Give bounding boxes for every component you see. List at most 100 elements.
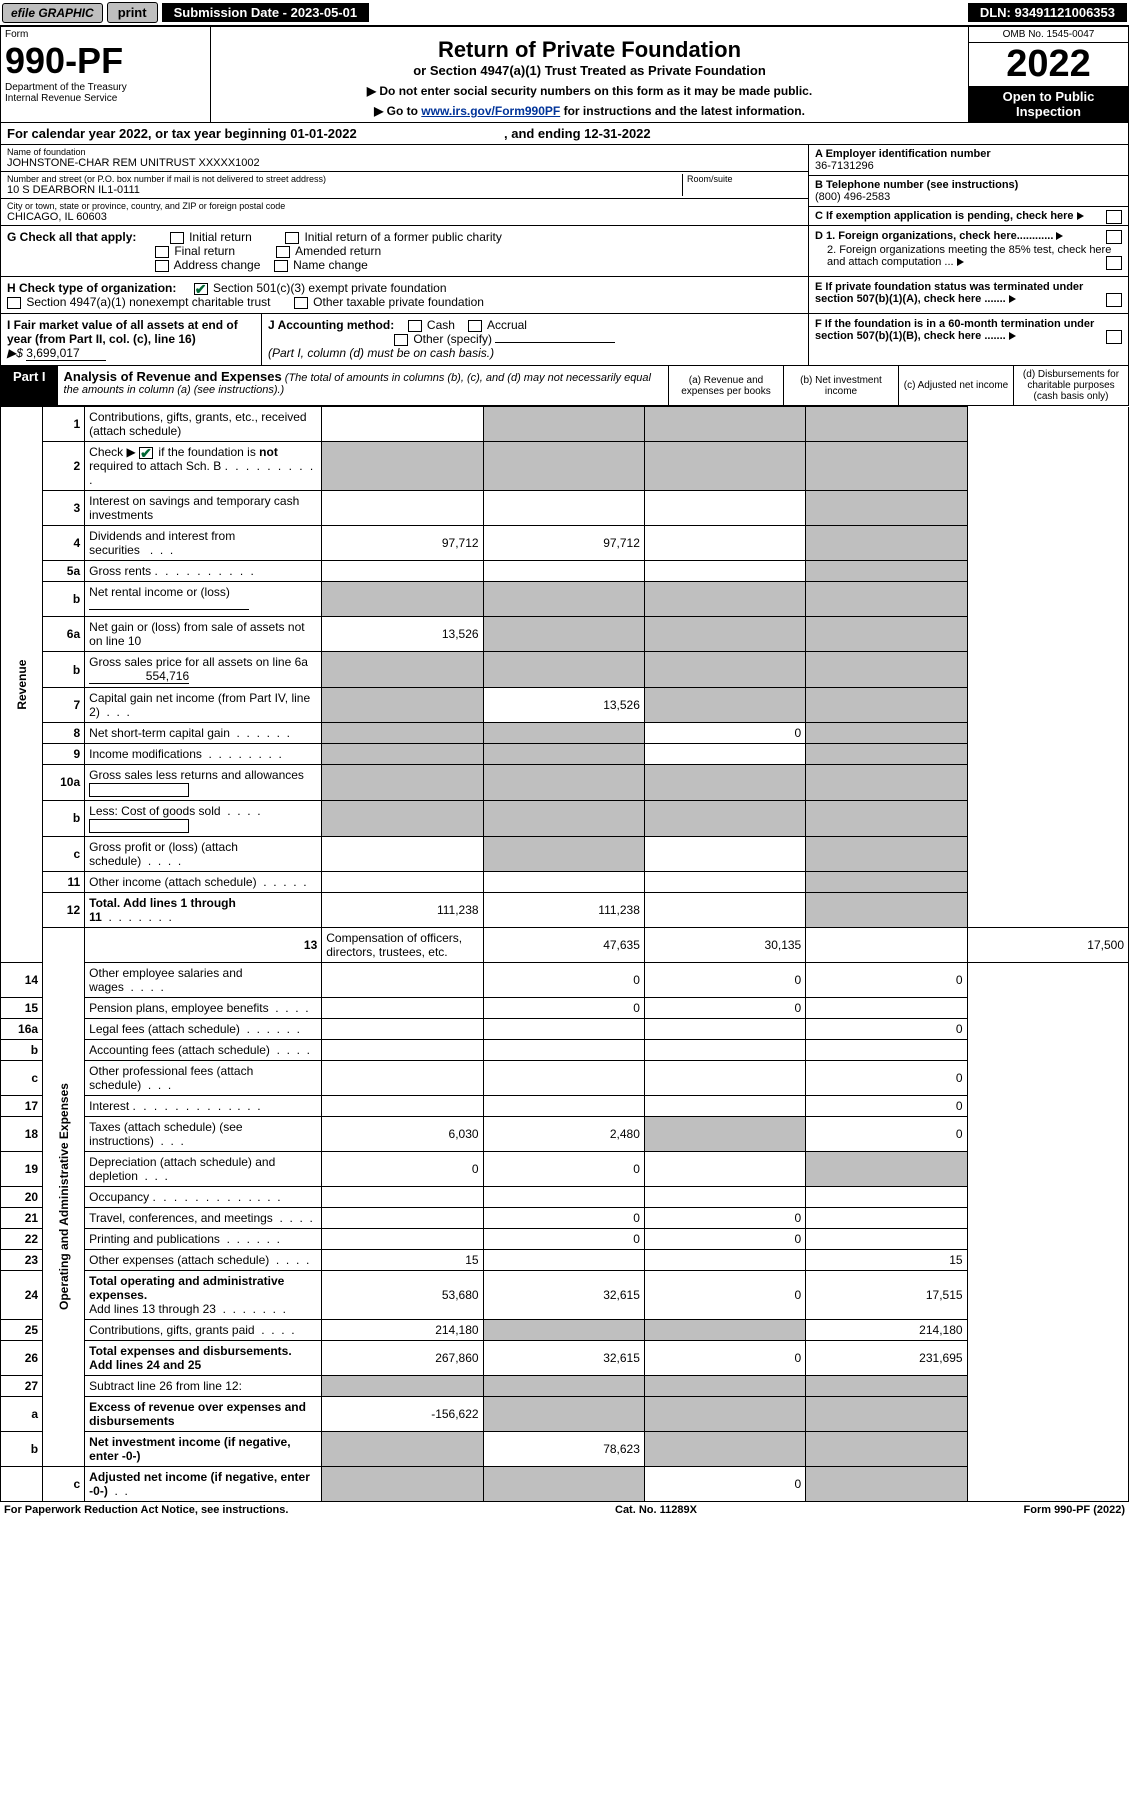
h-501c3-checkbox[interactable] [194, 283, 208, 295]
table-row: bNet rental income or (loss) [1, 582, 1129, 617]
table-row: 11Other income (attach schedule) . . . .… [1, 871, 1129, 892]
line-25-a: 214,180 [322, 1319, 483, 1340]
table-row: cGross profit or (loss) (attach schedule… [1, 836, 1129, 871]
line-27b-desc: Net investment income (if negative, ente… [85, 1431, 322, 1466]
paperwork-notice: For Paperwork Reduction Act Notice, see … [4, 1504, 288, 1516]
line-27b-b: 78,623 [483, 1431, 644, 1466]
table-row: Operating and Administrative Expenses 13… [1, 927, 1129, 962]
f-checkbox[interactable] [1106, 330, 1122, 344]
expenses-side-label: Operating and Administrative Expenses [43, 927, 85, 1466]
foundation-name: JOHNSTONE-CHAR REM UNITRUST XXXXX1002 [7, 157, 802, 169]
line-2-desc: Check ▶ if the foundation is not require… [85, 442, 322, 491]
g-initial-former-checkbox[interactable] [285, 232, 299, 244]
table-row: 16aLegal fees (attach schedule) . . . . … [1, 1018, 1129, 1039]
arrow-icon [1077, 212, 1084, 220]
phone-value: (800) 496-2583 [815, 191, 890, 203]
j-accrual-checkbox[interactable] [468, 320, 482, 332]
line-27a-a: -156,622 [322, 1396, 483, 1431]
table-row: 20Occupancy . . . [1, 1186, 1129, 1207]
h-other-label: Other taxable private foundation [313, 295, 484, 309]
form990pf-link[interactable]: www.irs.gov/Form990PF [421, 104, 560, 118]
d1-checkbox[interactable] [1106, 230, 1122, 244]
table-row: bAccounting fees (attach schedule) . . .… [1, 1039, 1129, 1060]
ein-value: 36-7131296 [815, 160, 874, 172]
section-g-d: G Check all that apply: Initial return I… [0, 226, 1129, 277]
h-other-checkbox[interactable] [294, 297, 308, 309]
line-6b-desc: Gross sales price for all assets on line… [85, 652, 322, 688]
line-24-b: 32,615 [483, 1270, 644, 1319]
city-label: City or town, state or province, country… [7, 201, 802, 211]
d2-checkbox[interactable] [1106, 256, 1122, 270]
table-row: 4Dividends and interest from securities … [1, 526, 1129, 561]
line-11-desc: Other income (attach schedule) . . . . . [85, 871, 322, 892]
e-checkbox[interactable] [1106, 293, 1122, 307]
line-15-c: 0 [644, 997, 805, 1018]
line-19-a: 0 [322, 1151, 483, 1186]
line-10c-desc: Gross profit or (loss) (attach schedule)… [85, 836, 322, 871]
revenue-side-label: Revenue [1, 407, 43, 963]
line-24-desc: Total operating and administrative expen… [85, 1270, 322, 1319]
line-13-a: 47,635 [483, 927, 644, 962]
line-18-b: 2,480 [483, 1116, 644, 1151]
arrow-icon [957, 258, 964, 266]
cal-begin: For calendar year 2022, or tax year begi… [7, 126, 357, 141]
i-fmv-value: 3,699,017 [26, 346, 106, 361]
line-8-desc: Net short-term capital gain . . . . . . [85, 723, 322, 744]
print-button[interactable]: print [107, 2, 158, 23]
form-title: Return of Private Foundation [215, 37, 964, 63]
j-note: (Part I, column (d) must be on cash basi… [268, 346, 494, 360]
cal-end: , and ending 12-31-2022 [504, 126, 651, 141]
line-3-desc: Interest on savings and temporary cash i… [85, 491, 322, 526]
g-initial-checkbox[interactable] [170, 232, 184, 244]
dln: DLN: 93491121006353 [968, 3, 1127, 22]
j-other-checkbox[interactable] [394, 334, 408, 346]
g-amended-checkbox[interactable] [276, 246, 290, 258]
line-26-d: 231,695 [806, 1340, 967, 1375]
table-row: 19Depreciation (attach schedule) and dep… [1, 1151, 1129, 1186]
city-state-zip: CHICAGO, IL 60603 [7, 211, 802, 223]
entity-info: Name of foundation JOHNSTONE-CHAR REM UN… [0, 145, 1129, 226]
line-7-b: 13,526 [483, 688, 644, 723]
line-6a-a: 13,526 [322, 617, 483, 652]
g-final-checkbox[interactable] [155, 246, 169, 258]
line-25-d: 214,180 [806, 1319, 967, 1340]
arrow-icon [1056, 232, 1063, 240]
line-16a-desc: Legal fees (attach schedule) . . . . . . [85, 1018, 322, 1039]
e-label: E If private foundation status was termi… [815, 281, 1083, 305]
line-12-a: 111,238 [322, 892, 483, 927]
line-12-b: 111,238 [483, 892, 644, 927]
schb-checkbox[interactable] [139, 447, 153, 459]
form-number: 990-PF [5, 40, 206, 82]
col-d-header: (d) Disbursements for charitable purpose… [1013, 366, 1128, 405]
line-13-b: 30,135 [644, 927, 805, 962]
g-address-checkbox[interactable] [155, 260, 169, 272]
j-cash-checkbox[interactable] [408, 320, 422, 332]
line-8-c: 0 [644, 723, 805, 744]
g-name-checkbox[interactable] [274, 260, 288, 272]
section-ij-f: I Fair market value of all assets at end… [0, 314, 1129, 366]
table-row: 6aNet gain or (loss) from sale of assets… [1, 617, 1129, 652]
table-row: 12Total. Add lines 1 through 11 . . . . … [1, 892, 1129, 927]
part1-header: Part I Analysis of Revenue and Expenses … [0, 366, 1129, 406]
section-h-e: H Check type of organization: Section 50… [0, 277, 1129, 314]
col-b-header: (b) Net investment income [783, 366, 898, 405]
line-19-desc: Depreciation (attach schedule) and deple… [85, 1151, 322, 1186]
line-6a-desc: Net gain or (loss) from sale of assets n… [85, 617, 322, 652]
h-4947-checkbox[interactable] [7, 297, 21, 309]
line-7-desc: Capital gain net income (from Part IV, l… [85, 688, 322, 723]
line-16c-d: 0 [806, 1060, 967, 1095]
table-row: Revenue 1Contributions, gifts, grants, e… [1, 407, 1129, 442]
efile-button[interactable]: efile GRAPHIC [2, 3, 103, 23]
form-label: Form [5, 29, 206, 40]
exemption-checkbox[interactable] [1106, 210, 1122, 224]
line-25-desc: Contributions, gifts, grants paid . . . … [85, 1319, 322, 1340]
table-row: bLess: Cost of goods sold . . . . [1, 800, 1129, 836]
line-12-desc: Total. Add lines 1 through 11 . . . . . … [85, 892, 322, 927]
part1-label: Part I [1, 366, 58, 405]
line-16b-desc: Accounting fees (attach schedule) . . . … [85, 1039, 322, 1060]
table-row: 10aGross sales less returns and allowanc… [1, 765, 1129, 801]
table-row: 5aGross rents [1, 561, 1129, 582]
i-arrow: ▶$ [7, 346, 23, 360]
line-24-d: 17,515 [806, 1270, 967, 1319]
line-21-c: 0 [644, 1207, 805, 1228]
